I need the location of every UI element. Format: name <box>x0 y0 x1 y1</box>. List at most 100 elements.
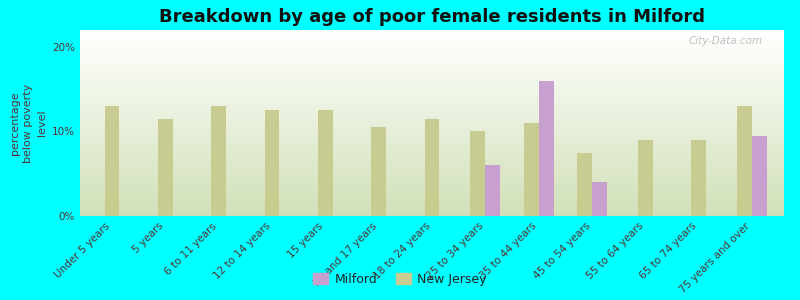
Bar <box>80 61 784 64</box>
Bar <box>80 160 784 162</box>
Bar <box>80 36 784 38</box>
Bar <box>80 197 784 199</box>
Bar <box>80 49 784 50</box>
Bar <box>80 56 784 58</box>
Bar <box>80 129 784 130</box>
Bar <box>80 171 784 173</box>
Bar <box>80 112 784 114</box>
Bar <box>80 214 784 216</box>
Bar <box>80 93 784 95</box>
Bar <box>80 190 784 192</box>
Bar <box>80 88 784 89</box>
Bar <box>80 140 784 142</box>
Bar <box>80 119 784 121</box>
Bar <box>80 184 784 186</box>
Bar <box>80 199 784 201</box>
Bar <box>80 196 784 197</box>
Bar <box>592 182 607 216</box>
Bar <box>80 182 784 184</box>
Bar <box>524 123 538 216</box>
Bar <box>80 106 784 108</box>
Bar <box>80 76 784 78</box>
Bar <box>80 154 784 157</box>
Bar <box>691 140 706 216</box>
Bar <box>80 116 784 117</box>
Bar <box>80 212 784 214</box>
Bar <box>752 136 767 216</box>
Bar <box>80 92 784 93</box>
Bar <box>80 34 784 36</box>
Bar <box>80 101 784 103</box>
Bar <box>80 201 784 203</box>
Bar <box>265 110 279 216</box>
Bar <box>80 39 784 41</box>
Bar <box>80 41 784 43</box>
Bar <box>80 78 784 80</box>
Bar <box>80 30 784 32</box>
Bar <box>80 130 784 132</box>
Bar <box>80 162 784 164</box>
Bar <box>577 153 592 216</box>
Bar <box>80 158 784 160</box>
Bar <box>80 45 784 47</box>
Bar <box>80 186 784 188</box>
Bar <box>80 73 784 75</box>
Bar <box>80 132 784 134</box>
Bar <box>80 86 784 88</box>
Bar <box>80 84 784 86</box>
Bar <box>80 114 784 116</box>
Bar <box>80 117 784 119</box>
Bar <box>80 69 784 71</box>
Bar <box>80 89 784 92</box>
Bar <box>80 52 784 54</box>
Bar <box>470 131 486 216</box>
Bar <box>80 207 784 208</box>
Bar <box>80 153 784 154</box>
Bar <box>80 203 784 205</box>
Bar <box>80 181 784 182</box>
Y-axis label: percentage
below poverty
level: percentage below poverty level <box>10 83 46 163</box>
Bar <box>80 64 784 65</box>
Bar <box>80 177 784 179</box>
Bar <box>80 103 784 104</box>
Text: City-Data.com: City-Data.com <box>689 36 763 46</box>
Bar <box>538 81 554 216</box>
Bar <box>80 157 784 158</box>
Bar <box>80 97 784 99</box>
Bar <box>425 119 439 216</box>
Bar <box>80 136 784 138</box>
Bar <box>80 205 784 207</box>
Bar <box>80 65 784 67</box>
Bar <box>80 192 784 194</box>
Bar <box>80 75 784 76</box>
Bar <box>80 147 784 149</box>
Bar <box>80 168 784 169</box>
Bar <box>80 138 784 140</box>
Bar <box>371 127 386 216</box>
Bar <box>80 175 784 177</box>
Bar <box>318 110 333 216</box>
Bar <box>80 173 784 175</box>
Bar <box>80 54 784 56</box>
Bar <box>80 164 784 166</box>
Bar <box>211 106 226 216</box>
Bar <box>486 165 500 216</box>
Bar <box>158 119 173 216</box>
Bar <box>80 134 784 136</box>
Bar <box>80 104 784 106</box>
Bar <box>80 143 784 145</box>
Bar <box>80 166 784 168</box>
Bar <box>80 80 784 82</box>
Bar <box>80 110 784 112</box>
Bar <box>737 106 752 216</box>
Bar <box>80 123 784 125</box>
Bar <box>80 108 784 110</box>
Bar <box>80 71 784 73</box>
Bar <box>80 188 784 190</box>
Bar <box>80 125 784 127</box>
Bar <box>638 140 653 216</box>
Bar <box>80 121 784 123</box>
Bar <box>80 95 784 97</box>
Bar <box>80 50 784 52</box>
Bar <box>80 47 784 49</box>
